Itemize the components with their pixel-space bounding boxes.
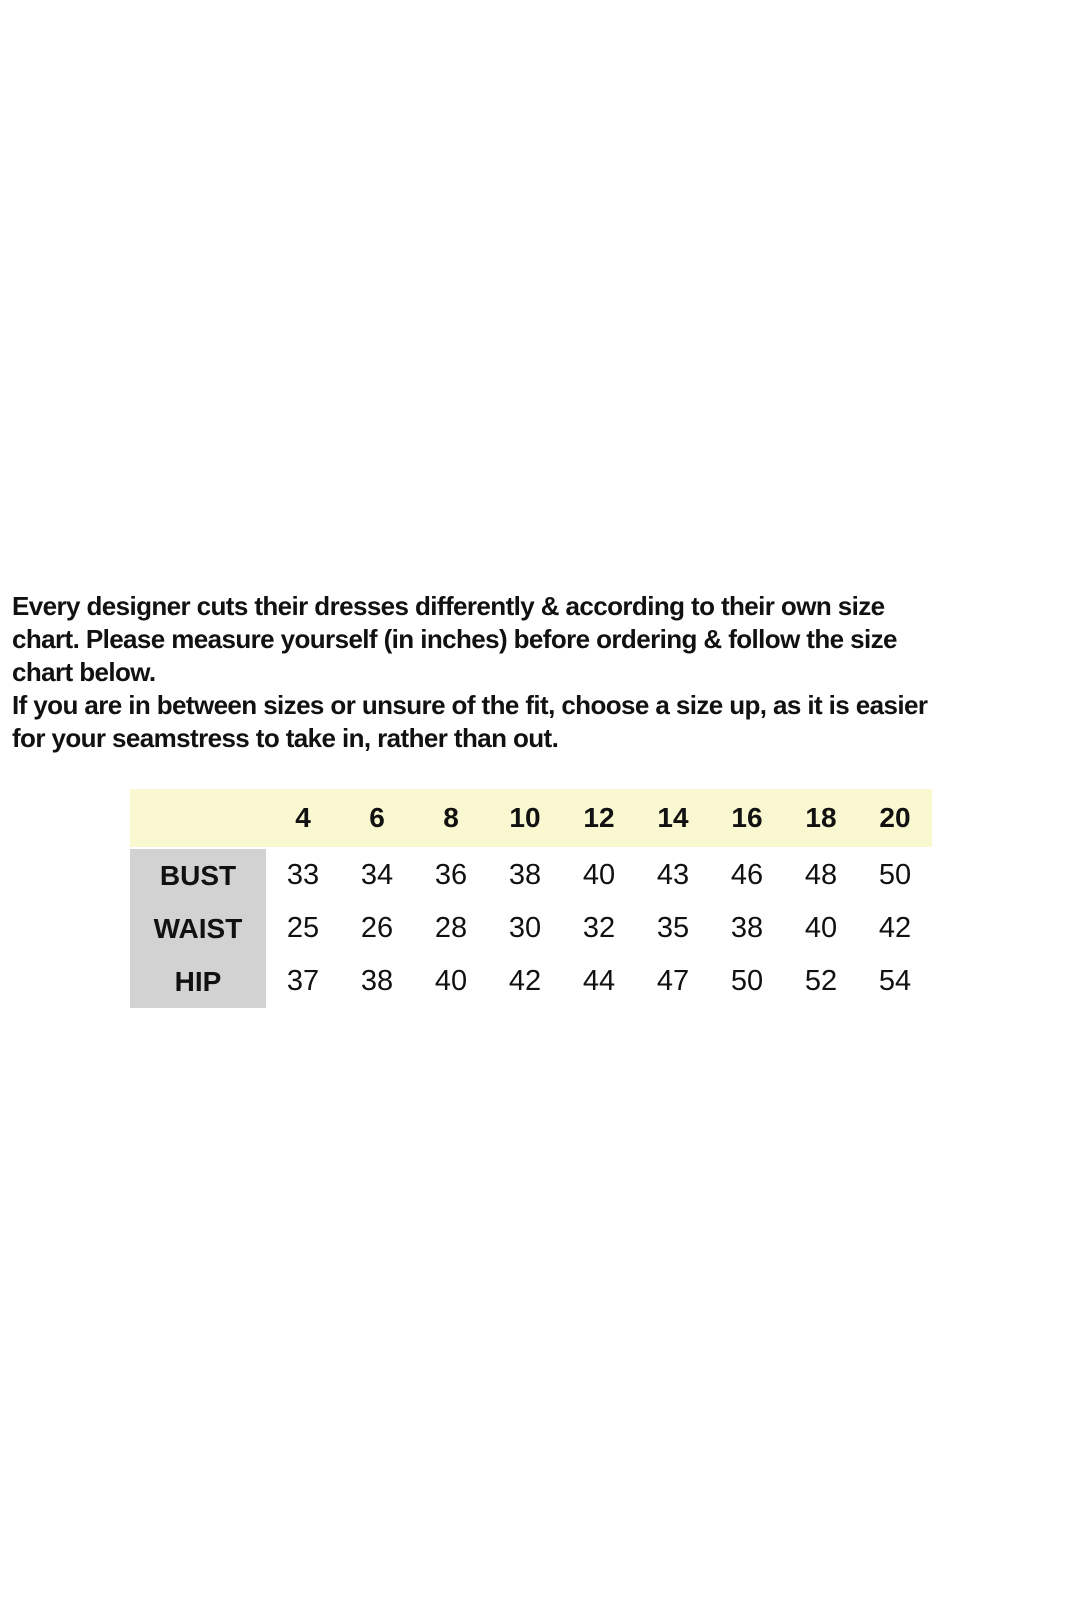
size-chart-header: 4 6 8 10 12 14 16 18 20 xyxy=(130,789,932,849)
size-col-header-10: 10 xyxy=(488,789,562,849)
intro-paragraph: Every designer cuts their dresses differ… xyxy=(12,590,928,755)
hip-row: HIP 37 38 40 42 44 47 50 52 54 xyxy=(130,955,932,1008)
waist-value-cell: 35 xyxy=(636,902,710,955)
hip-value-cell: 54 xyxy=(858,955,932,1008)
waist-value-cell: 28 xyxy=(414,902,488,955)
size-chart-table: 4 6 8 10 12 14 16 18 20 BUST 33 34 36 38… xyxy=(130,789,932,1008)
size-col-header-16: 16 xyxy=(710,789,784,849)
hip-value-cell: 42 xyxy=(488,955,562,1008)
bust-value-cell: 46 xyxy=(710,849,784,902)
hip-value-cell: 50 xyxy=(710,955,784,1008)
size-col-header-18: 18 xyxy=(784,789,858,849)
hip-value-cell: 47 xyxy=(636,955,710,1008)
intro-line-5: for your seamstress to take in, rather t… xyxy=(12,723,559,753)
hip-value-cell: 38 xyxy=(340,955,414,1008)
bust-value-cell: 36 xyxy=(414,849,488,902)
bust-value-cell: 40 xyxy=(562,849,636,902)
waist-value-cell: 40 xyxy=(784,902,858,955)
waist-row: WAIST 25 26 28 30 32 35 38 40 42 xyxy=(130,902,932,955)
size-col-header-12: 12 xyxy=(562,789,636,849)
bust-value-cell: 38 xyxy=(488,849,562,902)
bust-value-cell: 34 xyxy=(340,849,414,902)
hip-value-cell: 44 xyxy=(562,955,636,1008)
waist-value-cell: 42 xyxy=(858,902,932,955)
hip-row-label: HIP xyxy=(130,955,266,1008)
waist-value-cell: 32 xyxy=(562,902,636,955)
waist-value-cell: 25 xyxy=(266,902,340,955)
size-col-header-8: 8 xyxy=(414,789,488,849)
hip-value-cell: 40 xyxy=(414,955,488,1008)
intro-line-2: chart. Please measure yourself (in inche… xyxy=(12,624,897,654)
intro-line-3: chart below. xyxy=(12,657,156,687)
size-col-header-6: 6 xyxy=(340,789,414,849)
waist-value-cell: 26 xyxy=(340,902,414,955)
size-col-header-14: 14 xyxy=(636,789,710,849)
bust-row: BUST 33 34 36 38 40 43 46 48 50 xyxy=(130,849,932,902)
size-chart-body: BUST 33 34 36 38 40 43 46 48 50 WAIST 25… xyxy=(130,849,932,1008)
hip-value-cell: 52 xyxy=(784,955,858,1008)
corner-cell xyxy=(130,789,266,849)
size-header-row: 4 6 8 10 12 14 16 18 20 xyxy=(130,789,932,849)
size-col-header-4: 4 xyxy=(266,789,340,849)
size-col-header-20: 20 xyxy=(858,789,932,849)
intro-line-1: Every designer cuts their dresses differ… xyxy=(12,591,885,621)
waist-value-cell: 38 xyxy=(710,902,784,955)
bust-row-label: BUST xyxy=(130,849,266,902)
intro-line-4: If you are in between sizes or unsure of… xyxy=(12,690,928,720)
bust-value-cell: 33 xyxy=(266,849,340,902)
waist-row-label: WAIST xyxy=(130,902,266,955)
waist-value-cell: 30 xyxy=(488,902,562,955)
hip-value-cell: 37 xyxy=(266,955,340,1008)
bust-value-cell: 50 xyxy=(858,849,932,902)
bust-value-cell: 48 xyxy=(784,849,858,902)
bust-value-cell: 43 xyxy=(636,849,710,902)
